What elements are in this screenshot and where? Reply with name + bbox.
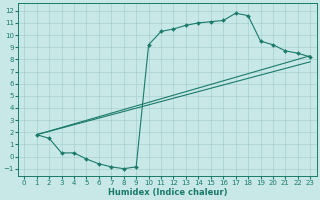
X-axis label: Humidex (Indice chaleur): Humidex (Indice chaleur) xyxy=(108,188,227,197)
